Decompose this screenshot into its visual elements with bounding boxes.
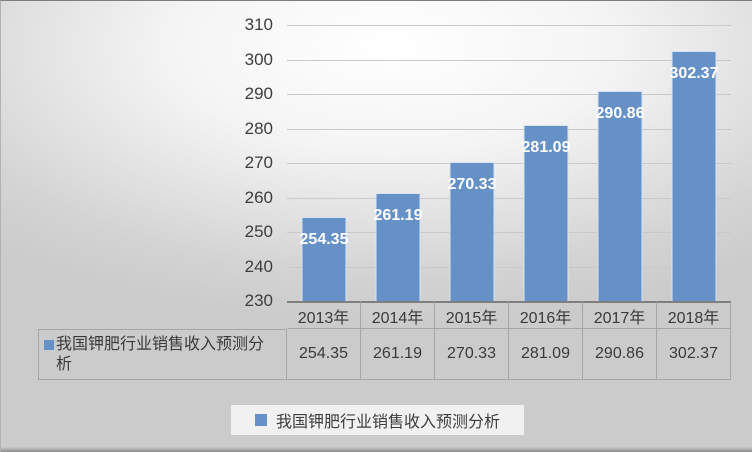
bar-series: 254.35 261.19 270.33 281.09 290.86 302.37 [287, 25, 731, 301]
table-year-cell: 2015年 [435, 301, 509, 329]
table-corner-spacer [38, 301, 287, 329]
legend-label: 我国钾肥行业销售收入预测分析 [275, 414, 500, 431]
gridline [287, 266, 731, 268]
series-marker-icon [44, 340, 54, 350]
bar: 261.19 [373, 193, 423, 301]
table-year-cell: 2016年 [509, 301, 583, 329]
bar-value-label: 270.33 [447, 175, 497, 193]
gridline [287, 163, 731, 164]
series-header-cell: 我国钾肥行业销售收入预测分析 [38, 329, 287, 380]
table-value-cell: 270.33 [435, 329, 509, 380]
gridline [287, 197, 731, 199]
bar-column: 254.35 [287, 25, 361, 301]
bar-value-label: 290.86 [595, 105, 645, 123]
bar: 290.86 [595, 91, 645, 301]
data-table: 2013年 2014年 2015年 2016年 2017年 2018年 我国钾肥行业销售收… [38, 301, 731, 380]
table-year-cell: 2018年 [657, 301, 731, 329]
bar: 281.09 [521, 124, 571, 301]
y-tick-label: 300 [244, 49, 273, 69]
bar-value-label: 254.35 [299, 231, 349, 248]
y-tick-label: 230 [244, 291, 273, 310]
table-value-cell: 290.86 [583, 329, 657, 380]
bar-value-label: 261.19 [373, 207, 423, 225]
bar-value-label: 302.37 [669, 65, 719, 83]
y-tick-label: 280 [244, 118, 273, 138]
legend-marker-icon [254, 414, 267, 426]
y-tick-label: 250 [244, 222, 273, 241]
gridline [287, 94, 731, 95]
y-tick-label: 310 [244, 15, 273, 34]
table-value-cell: 261.19 [361, 329, 435, 380]
y-tick-label: 270 [244, 153, 273, 172]
bar: 302.37 [669, 51, 719, 301]
table-value-row: 我国钾肥行业销售收入预测分析 254.35 261.19 270.33 281.09 2… [38, 329, 731, 380]
gridline [287, 25, 731, 26]
bar: 270.33 [447, 161, 497, 301]
bar-column: 261.19 [361, 25, 435, 301]
y-tick-label: 260 [244, 187, 273, 207]
table-value-cell: 302.37 [657, 329, 731, 380]
table-value-cell: 254.35 [287, 329, 361, 380]
window-bottom-shadow [1, 447, 752, 452]
gridline [287, 232, 731, 233]
table-year-cell: 2014年 [361, 301, 435, 329]
plot-area: 254.35 261.19 270.33 281.09 290.86 302.37 [287, 25, 731, 301]
bar-column: 270.33 [435, 25, 509, 301]
chart-legend: 我国钾肥行业销售收入预测分析 [231, 405, 524, 435]
bar-column: 302.37 [657, 25, 731, 301]
series-name: 我国钾肥行业销售收入预测分析 [56, 336, 265, 373]
table-year-cell: 2017年 [583, 301, 657, 329]
y-tick-label: 240 [244, 256, 273, 276]
y-tick-label: 290 [244, 84, 273, 103]
gridline [287, 59, 731, 61]
bar-column: 290.86 [583, 25, 657, 301]
table-year-cell: 2013年 [287, 301, 361, 329]
bar: 254.35 [299, 217, 349, 301]
gridline [287, 128, 731, 130]
bar-column: 281.09 [509, 25, 583, 301]
bar-value-label: 281.09 [521, 138, 571, 156]
table-value-cell: 281.09 [509, 329, 583, 380]
table-header-row: 2013年 2014年 2015年 2016年 2017年 2018年 [38, 301, 731, 329]
